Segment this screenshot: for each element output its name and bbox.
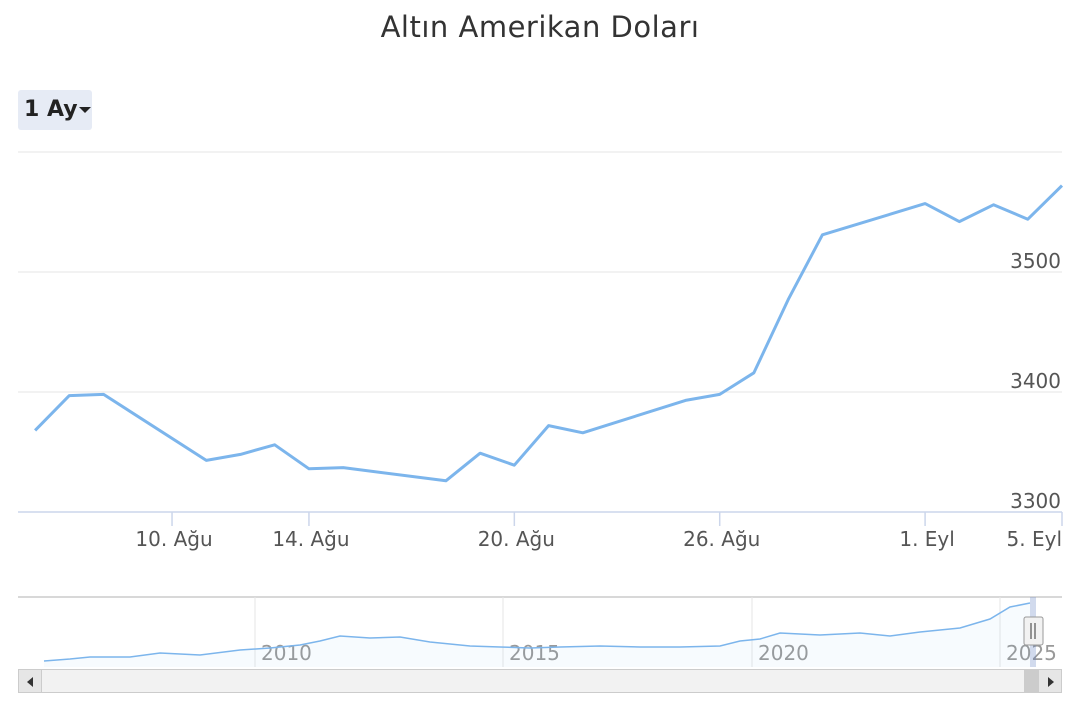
scroll-left-button[interactable]: [18, 669, 42, 693]
data-point[interactable]: [782, 294, 794, 306]
data-point[interactable]: [440, 475, 452, 487]
data-point[interactable]: [1022, 213, 1034, 225]
navigator-area: [44, 603, 1030, 667]
data-point[interactable]: [269, 439, 281, 451]
data-point[interactable]: [748, 367, 760, 379]
y-tick-label: 3500: [1010, 249, 1061, 273]
data-point[interactable]: [200, 454, 212, 466]
data-point[interactable]: [714, 388, 726, 400]
data-point[interactable]: [988, 199, 1000, 211]
arrow-right-icon: [1048, 677, 1054, 687]
data-point[interactable]: [337, 462, 349, 474]
data-point[interactable]: [577, 427, 589, 439]
data-point[interactable]: [816, 229, 828, 241]
data-point[interactable]: [679, 394, 691, 406]
caret-down-icon: [79, 107, 91, 113]
navigator-tick-label: 2020: [758, 641, 809, 665]
data-point[interactable]: [1056, 180, 1068, 192]
x-axis: 10. Ağu 14. Ağu 20. Ağu 26. Ağu 1. Eyl 5. Eyl: [18, 511, 1063, 551]
data-point[interactable]: [98, 388, 110, 400]
data-point[interactable]: [508, 459, 520, 471]
data-point[interactable]: [543, 420, 555, 432]
x-tick-label: 1. Eyl: [899, 527, 954, 551]
range-selector-label: 1 Ay: [24, 97, 78, 122]
navigator: 2010201520202025: [18, 596, 1062, 667]
data-point[interactable]: [29, 424, 41, 436]
y-tick-label: 3300: [1010, 489, 1061, 513]
y-tick-label: 3400: [1010, 369, 1061, 393]
data-point[interactable]: [303, 463, 315, 475]
grid-lines: [18, 151, 1062, 513]
navigator-handle[interactable]: [1023, 616, 1044, 646]
x-tick-label: 26. Ağu: [683, 527, 760, 551]
y-axis: 3300 3400 3500: [1010, 249, 1061, 513]
series-line[interactable]: [34, 184, 1064, 483]
data-point[interactable]: [234, 448, 246, 460]
data-point[interactable]: [474, 447, 486, 459]
arrow-left-icon: [27, 677, 33, 687]
data-point[interactable]: [953, 216, 965, 228]
scrollbar-track[interactable]: [42, 669, 1038, 693]
navigator-tick-label: 2015: [509, 641, 560, 665]
data-point[interactable]: [919, 198, 931, 210]
range-selector-dropdown[interactable]: 1 Ay: [18, 90, 92, 130]
scroll-right-button[interactable]: [1038, 669, 1062, 693]
data-point[interactable]: [63, 390, 75, 402]
x-tick-label: 10. Ağu: [135, 527, 212, 551]
chart-title: Altın Amerikan Doları: [380, 10, 700, 44]
x-tick-label: 5. Eyl: [1007, 527, 1062, 551]
x-tick-label: 14. Ağu: [272, 527, 349, 551]
navigator-series-line: [43, 602, 1031, 662]
scrollbar-thumb[interactable]: [1024, 669, 1038, 693]
series-area: [29, 180, 1068, 487]
x-tick-label: 20. Ağu: [478, 527, 555, 551]
